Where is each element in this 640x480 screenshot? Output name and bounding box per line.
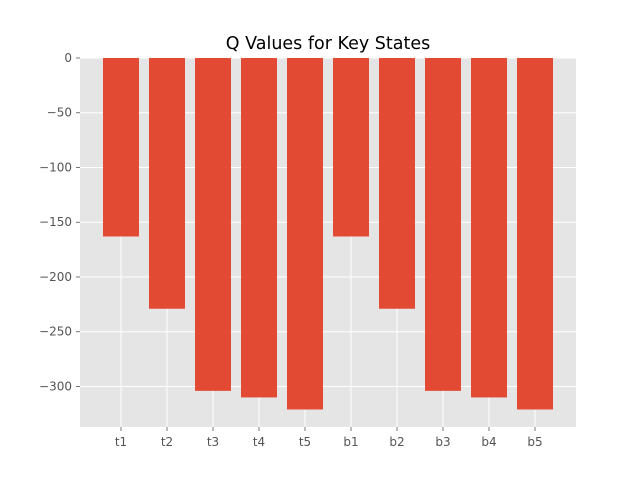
bar-t1 [103, 58, 139, 237]
bar-b1 [333, 58, 369, 237]
x-tick-label: t3 [207, 435, 219, 449]
y-tick-label: −150 [39, 215, 72, 229]
y-tick-label: −50 [47, 106, 72, 120]
x-tick-label: b4 [481, 435, 496, 449]
bars [103, 58, 553, 410]
y-tick-label: 0 [64, 51, 72, 65]
bar-t2 [149, 58, 185, 309]
x-axis-ticks: t1 t2 t3 t4 t5 b1 b2 b3 b4 b5 [115, 427, 543, 449]
x-tick-label: t5 [299, 435, 311, 449]
bar-t3 [195, 58, 231, 391]
x-tick-label: t2 [161, 435, 173, 449]
x-tick-label: b1 [343, 435, 358, 449]
x-tick-label: b3 [435, 435, 450, 449]
x-tick-label: b5 [527, 435, 542, 449]
chart-title: Q Values for Key States [226, 34, 430, 54]
y-tick-label: −300 [39, 379, 72, 393]
y-tick-label: −250 [39, 325, 72, 339]
bar-b2 [379, 58, 415, 309]
y-tick-label: −100 [39, 160, 72, 174]
x-tick-label: b2 [389, 435, 404, 449]
bar-b5 [517, 58, 553, 410]
bar-t5 [287, 58, 323, 410]
y-axis-ticks: 0 −50 −100 −150 −200 −250 −300 [39, 51, 80, 393]
bar-b4 [471, 58, 507, 398]
bar-t4 [241, 58, 277, 398]
y-tick-label: −200 [39, 270, 72, 284]
bar-b3 [425, 58, 461, 391]
x-tick-label: t1 [115, 435, 127, 449]
x-tick-label: t4 [253, 435, 265, 449]
